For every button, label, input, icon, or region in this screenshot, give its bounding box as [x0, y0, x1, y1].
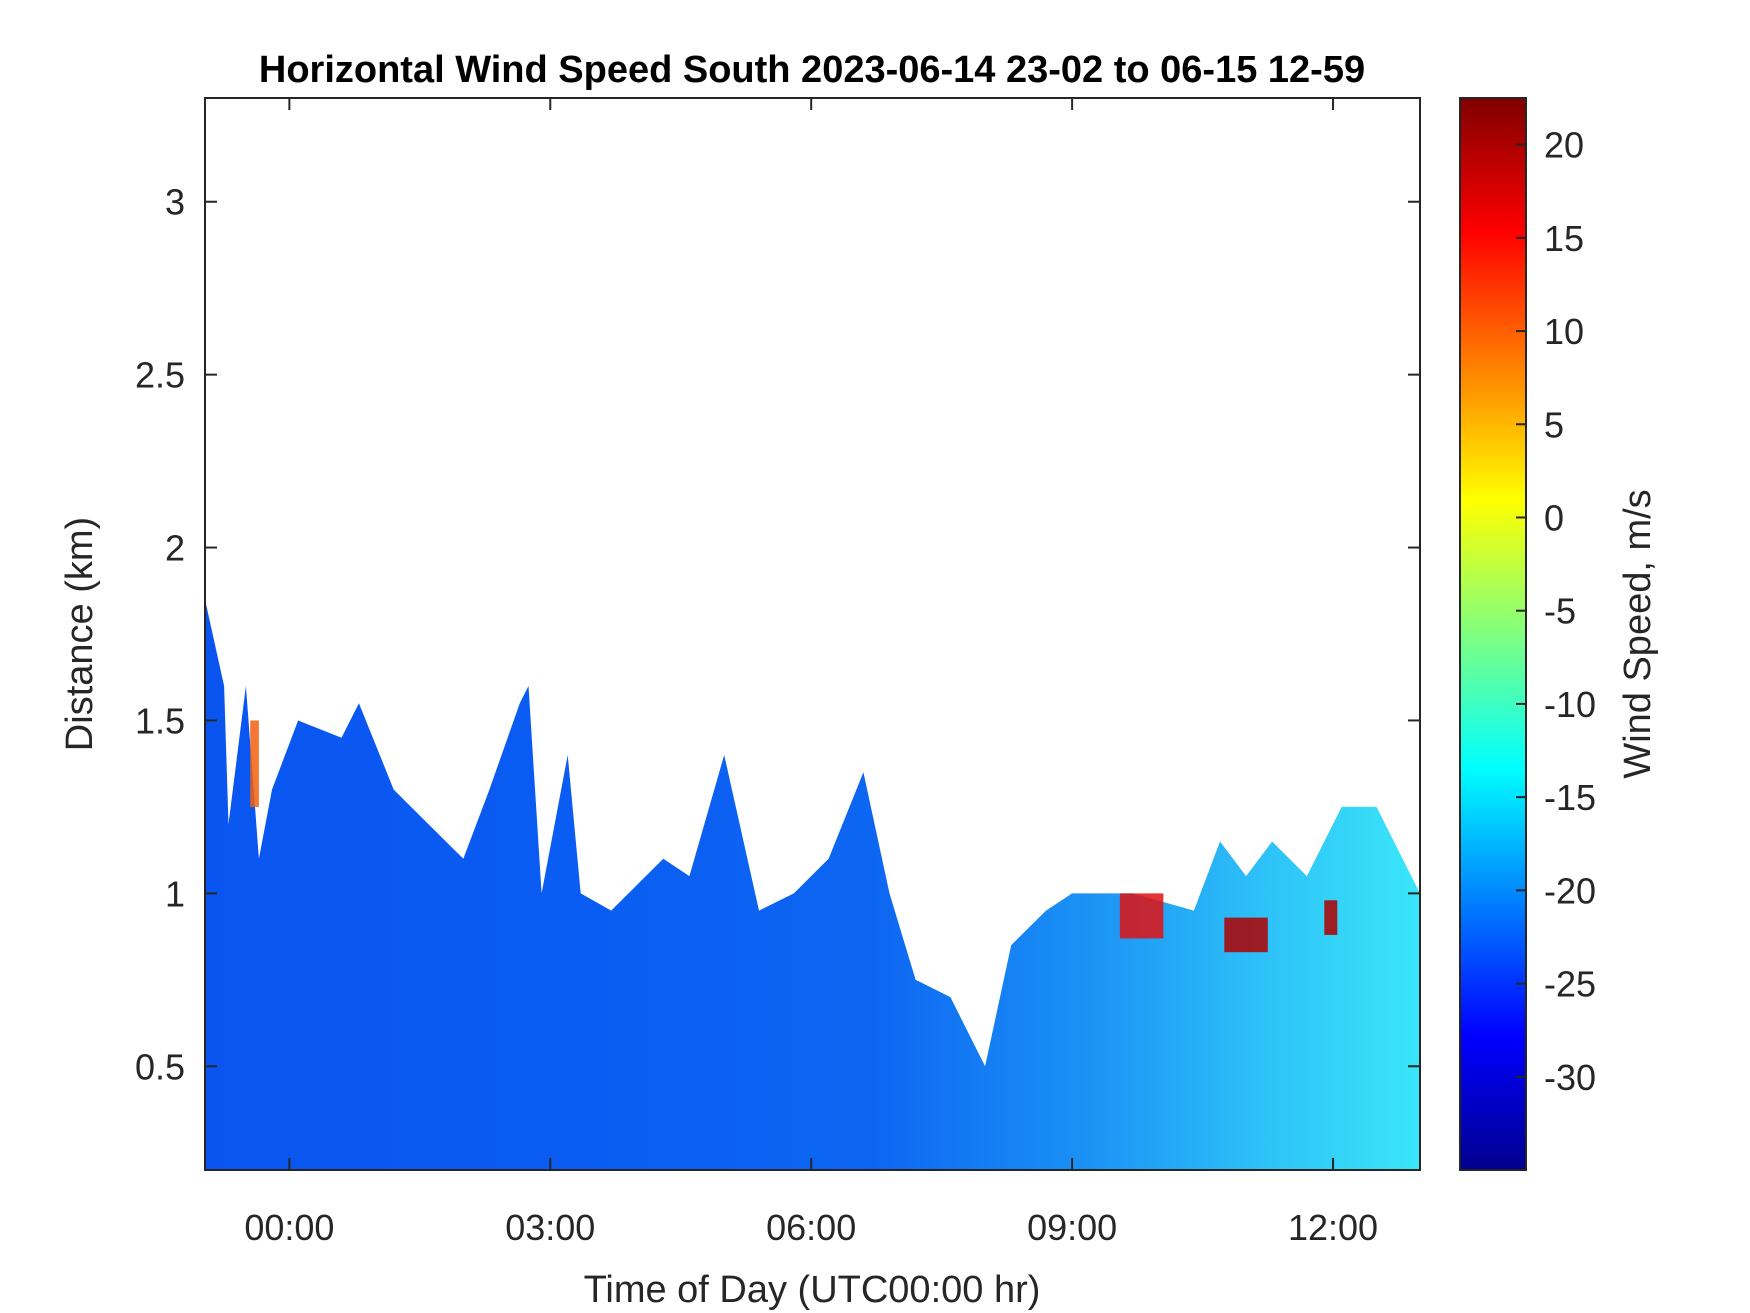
- x-tick-label: 09:00: [1027, 1207, 1117, 1248]
- colorbar-label: Wind Speed, m/s: [1617, 489, 1659, 778]
- colorbar-axis: 20 15 10 5 0 -5 -10 -15 -20 -25 -30: [1516, 125, 1596, 1098]
- colorbar: [1459, 97, 1527, 1171]
- y-tick-label: 1.5: [135, 700, 185, 741]
- y-tick-label: 1: [165, 873, 185, 914]
- strong-wind-patch-1: [1224, 917, 1268, 953]
- x-tick-label: 03:00: [505, 1207, 595, 1248]
- strong-wind-patch-3: [250, 720, 259, 807]
- y-tick-label: 3: [165, 182, 185, 223]
- colorbar-tick-label: 5: [1544, 404, 1564, 445]
- colorbar-tick-label: 0: [1544, 497, 1564, 538]
- x-tick-label: 06:00: [766, 1207, 856, 1248]
- x-tick-label: 00:00: [244, 1207, 334, 1248]
- colorbar-tick-label: -25: [1544, 964, 1596, 1005]
- wind-data-field: [205, 599, 1420, 1170]
- colorbar-tick-label: 10: [1544, 311, 1584, 352]
- colorbar-tick-label: -10: [1544, 684, 1596, 725]
- plot-area: [205, 98, 1420, 1170]
- chart-title: Horizontal Wind Speed South 2023-06-14 2…: [259, 49, 1365, 91]
- y-axis-label: Distance (km): [59, 517, 101, 751]
- y-tick-label: 2.5: [135, 355, 185, 396]
- colorbar-tick-label: -20: [1544, 870, 1596, 911]
- colorbar-tick-label: 15: [1544, 218, 1584, 259]
- y-tick-label: 0.5: [135, 1046, 185, 1087]
- x-axis-label: Time of Day (UTC00:00 hr): [584, 1269, 1041, 1311]
- plot-frame: [204, 97, 1421, 1171]
- colorbar-tick-label: 20: [1544, 125, 1584, 166]
- x-tick-label: 12:00: [1288, 1207, 1378, 1248]
- y-axis: 0.5 1 1.5 2 2.5 3: [135, 182, 1420, 1087]
- colorbar-tick-label: -15: [1544, 777, 1596, 818]
- colorbar-tick-label: -5: [1544, 591, 1576, 632]
- strong-wind-patch-2: [1324, 900, 1338, 935]
- strong-wind-patch-0: [1119, 893, 1164, 939]
- colorbar-tick-label: -30: [1544, 1057, 1596, 1098]
- strong-wind-patches: [250, 720, 1338, 953]
- x-axis: 00:00 03:00 06:00 09:00 12:00: [244, 98, 1378, 1248]
- y-tick-label: 2: [165, 528, 185, 569]
